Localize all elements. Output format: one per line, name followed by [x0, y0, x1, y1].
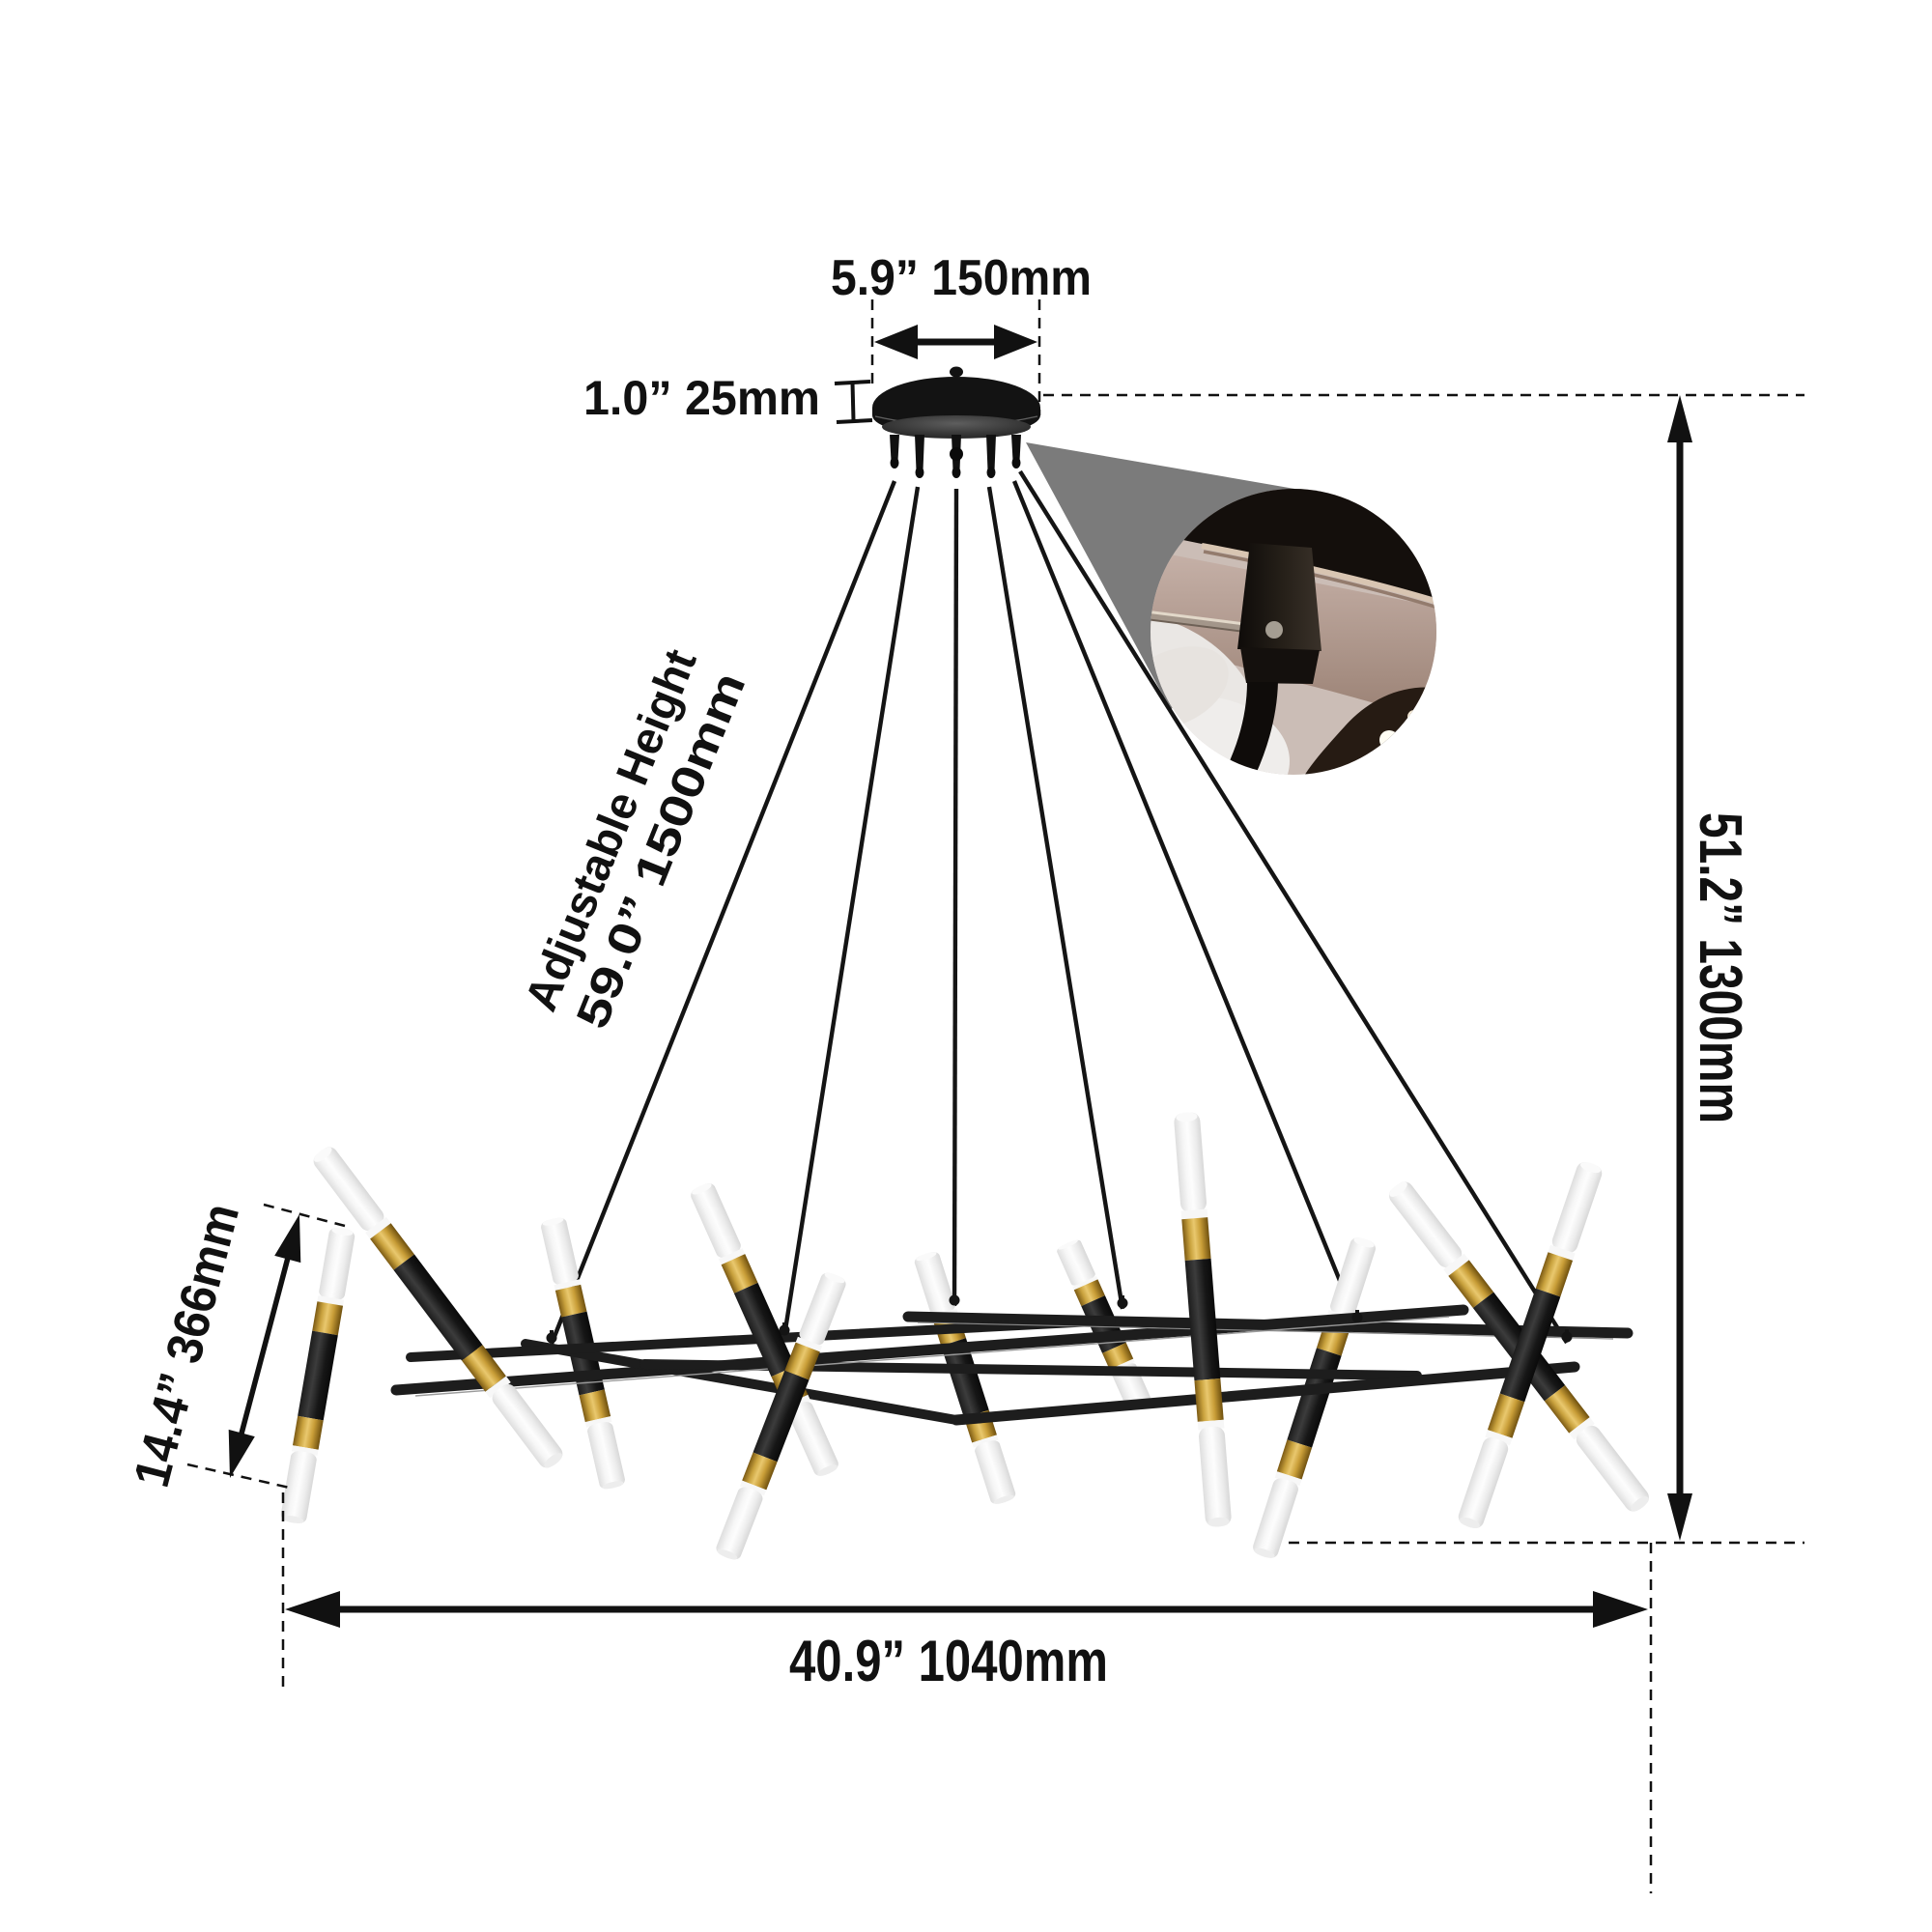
svg-text:5.9” 150mm: 5.9” 150mm	[831, 250, 1092, 306]
svg-text:40.9” 1040mm: 40.9” 1040mm	[789, 1629, 1108, 1693]
svg-text:51.2” 1300mm: 51.2” 1300mm	[1687, 812, 1753, 1123]
svg-text:1.0” 25mm: 1.0” 25mm	[583, 371, 820, 425]
